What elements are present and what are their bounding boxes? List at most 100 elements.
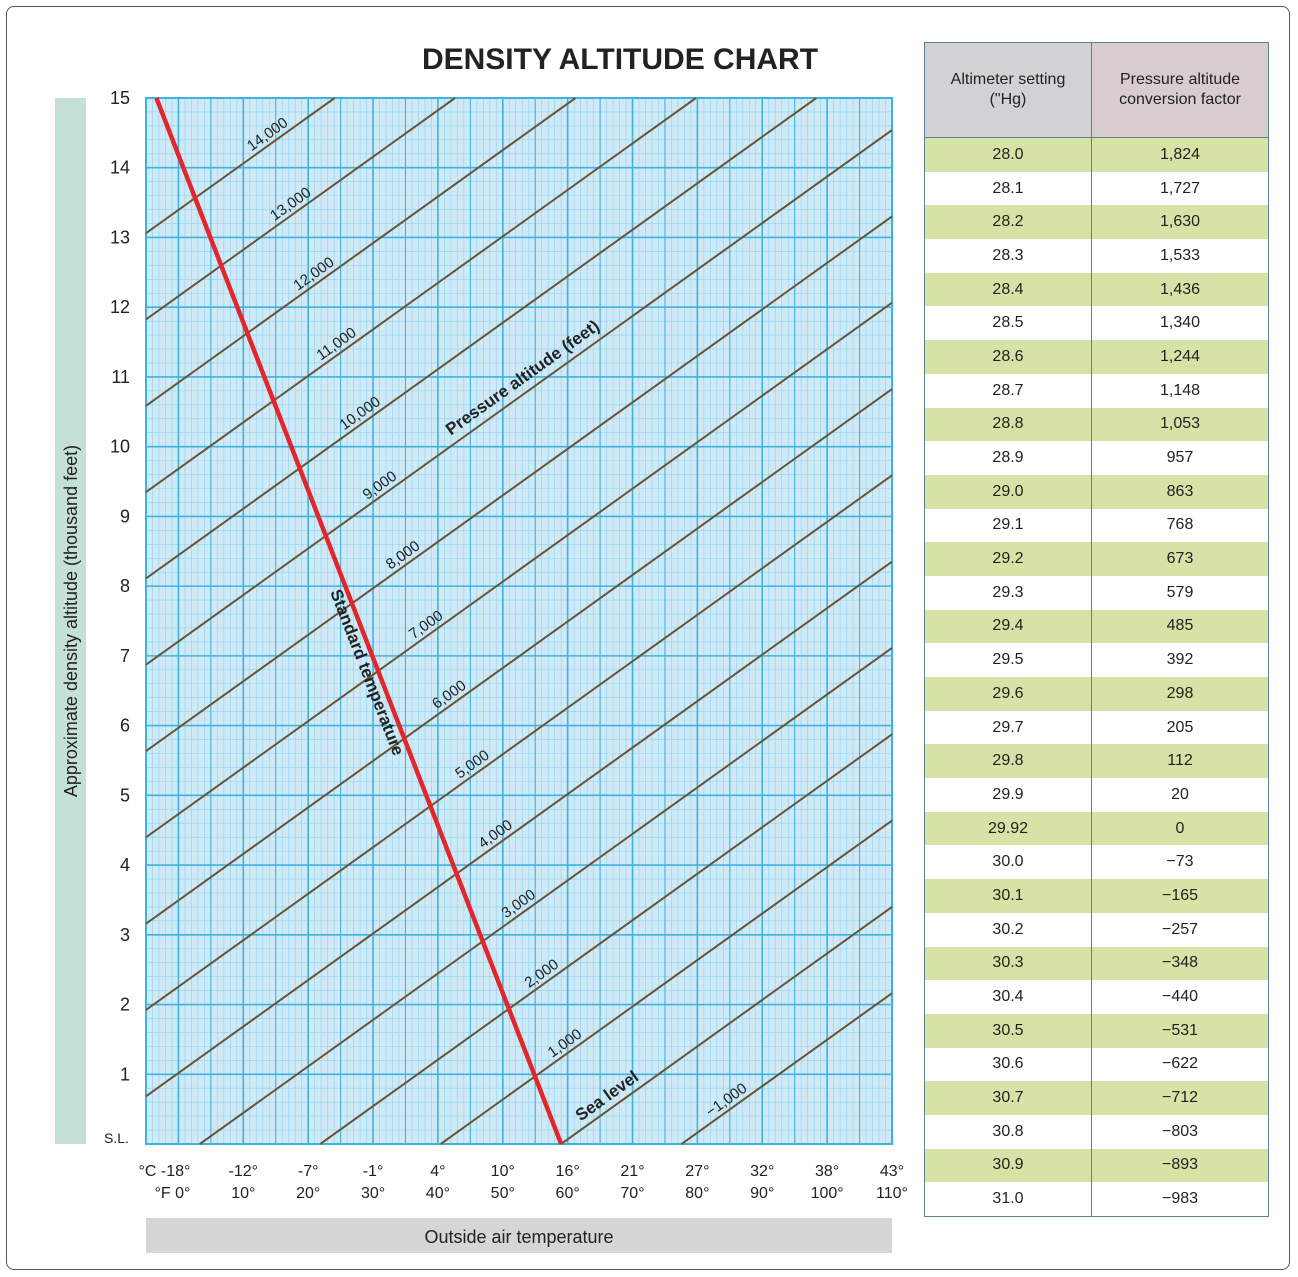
altimeter-setting-cell: 30.7 <box>924 1081 1092 1115</box>
altimeter-setting-cell: 30.2 <box>924 912 1092 947</box>
altimeter-setting-cell: 29.0 <box>924 474 1092 509</box>
conversion-factor-cell: 1,244 <box>1091 340 1269 374</box>
table-row: 28.4 1,436 <box>924 272 1269 307</box>
table-row: 28.8 1,053 <box>924 407 1269 442</box>
altimeter-setting-cell: 29.5 <box>924 643 1092 677</box>
table-row: 28.5 1,340 <box>924 306 1269 341</box>
altimeter-setting-cell: 30.3 <box>924 946 1092 981</box>
table-row: 30.6 −622 <box>924 1047 1269 1082</box>
y-tick-label: 9 <box>120 506 130 526</box>
pressure-altitude-line <box>681 992 893 1145</box>
x-tick-label-celsius: 32° <box>750 1163 774 1180</box>
y-tick-label: 8 <box>120 576 130 596</box>
altimeter-setting-cell: 28.9 <box>924 441 1092 475</box>
table-row: 29.2 673 <box>924 542 1269 576</box>
conversion-factor-cell: −348 <box>1091 946 1269 981</box>
conversion-factor-cell: −893 <box>1091 1148 1269 1183</box>
altimeter-setting-cell: 29.6 <box>924 677 1092 711</box>
conversion-factor-cell: −803 <box>1091 1114 1269 1149</box>
y-tick-label: S.L. <box>104 1130 129 1146</box>
y-tick-label: 7 <box>120 646 130 666</box>
x-tick-label-fahrenheit: 10° <box>231 1185 255 1202</box>
altimeter-setting-cell: 29.92 <box>924 811 1092 846</box>
conversion-factor-cell: 392 <box>1091 643 1269 677</box>
altimeter-setting-cell: 29.2 <box>924 542 1092 576</box>
altimeter-setting-header: Altimeter setting ("Hg) <box>924 42 1092 138</box>
plot-area <box>146 98 892 1144</box>
x-tick-label-fahrenheit: 40° <box>426 1185 450 1202</box>
table-row: 30.9 −893 <box>924 1148 1269 1183</box>
x-tick-label-fahrenheit: 70° <box>620 1185 644 1202</box>
plot-border <box>145 97 893 1145</box>
y-tick-label: 11 <box>111 367 130 387</box>
table-row: 28.2 1,630 <box>924 205 1269 240</box>
y-tick-label: 15 <box>110 88 130 108</box>
x-axis-label-band <box>146 1218 892 1253</box>
altimeter-setting-cell: 30.4 <box>924 980 1092 1014</box>
table-row: 29.0 863 <box>924 474 1269 509</box>
y-tick-label: 1 <box>120 1064 130 1084</box>
x-tick-label-fahrenheit: 50° <box>491 1185 515 1202</box>
altimeter-setting-cell: 29.1 <box>924 508 1092 543</box>
conversion-factor-cell: −165 <box>1091 879 1269 913</box>
table-row: 28.1 1,727 <box>924 171 1269 206</box>
x-tick-label-celsius: °C -18° <box>139 1163 191 1180</box>
conversion-factor-cell: −73 <box>1091 845 1269 880</box>
x-tick-label-fahrenheit: °F 0° <box>155 1185 191 1202</box>
altimeter-setting-cell: 30.6 <box>924 1047 1092 1082</box>
table-row: 30.4 −440 <box>924 980 1269 1014</box>
pressure-altitude-line <box>145 474 893 1011</box>
x-tick-label-fahrenheit: 30° <box>361 1185 385 1202</box>
altimeter-setting-cell: 28.6 <box>924 340 1092 374</box>
altimeter-setting-cell: 29.4 <box>924 609 1092 644</box>
pressure-altitude-line <box>145 97 456 321</box>
conversion-factor-cell: 957 <box>1091 441 1269 475</box>
conversion-factor-cell: −983 <box>1091 1182 1269 1218</box>
x-tick-label-celsius: 16° <box>556 1163 580 1180</box>
altimeter-setting-cell: 29.8 <box>924 744 1092 779</box>
x-tick-label-fahrenheit: 80° <box>685 1185 709 1202</box>
altimeter-setting-cell: 28.4 <box>924 272 1092 307</box>
x-tick-label-fahrenheit: 110° <box>876 1185 908 1202</box>
table-row: 28.7 1,148 <box>924 373 1269 408</box>
table-row: 30.8 −803 <box>924 1114 1269 1149</box>
altimeter-setting-cell: 30.5 <box>924 1013 1092 1048</box>
altimeter-setting-cell: 28.3 <box>924 239 1092 273</box>
y-tick-label: 5 <box>120 785 130 805</box>
table-row: 29.8 112 <box>924 744 1269 779</box>
altimeter-setting-cell: 28.1 <box>924 171 1092 206</box>
conversion-factor-cell: 1,824 <box>1091 137 1269 172</box>
y-tick-label: 2 <box>120 995 130 1015</box>
x-tick-label-fahrenheit: 20° <box>296 1185 320 1202</box>
conversion-factor-cell: 1,436 <box>1091 272 1269 307</box>
altimeter-setting-cell: 28.2 <box>924 205 1092 240</box>
altimeter-setting-cell: 30.1 <box>924 879 1092 913</box>
conversion-factor-cell: 579 <box>1091 575 1269 610</box>
altimeter-setting-cell: 30.0 <box>924 845 1092 880</box>
table-row: 29.6 298 <box>924 677 1269 711</box>
altimeter-setting-cell: 31.0 <box>924 1182 1092 1218</box>
conversion-factor-cell: 20 <box>1091 778 1269 812</box>
table-row: 29.4 485 <box>924 609 1269 644</box>
pressure-altitude-line <box>560 906 893 1145</box>
table-header-row: Altimeter setting ("Hg) Pressure altitud… <box>924 42 1269 138</box>
altimeter-setting-cell: 29.9 <box>924 778 1092 812</box>
table-row: 29.1 768 <box>924 508 1269 543</box>
table-row: 30.7 −712 <box>924 1081 1269 1115</box>
table-row: 30.3 −348 <box>924 946 1269 981</box>
conversion-factor-cell: −622 <box>1091 1047 1269 1082</box>
chart-title: DENSITY ALTITUDE CHART <box>422 43 818 76</box>
conversion-factor-cell: 298 <box>1091 677 1269 711</box>
pressure-altitude-line <box>145 129 893 666</box>
conversion-factor-cell: −712 <box>1091 1081 1269 1115</box>
table-row: 28.9 957 <box>924 441 1269 475</box>
x-tick-label-celsius: -1° <box>363 1163 384 1180</box>
conversion-factor-cell: 1,630 <box>1091 205 1269 240</box>
conversion-factor-cell: 673 <box>1091 542 1269 576</box>
standard-temperature-line <box>154 97 564 1145</box>
x-tick-label-fahrenheit: 100° <box>811 1185 844 1202</box>
altimeter-setting-cell: 28.7 <box>924 373 1092 408</box>
x-tick-label-celsius: 38° <box>815 1163 839 1180</box>
